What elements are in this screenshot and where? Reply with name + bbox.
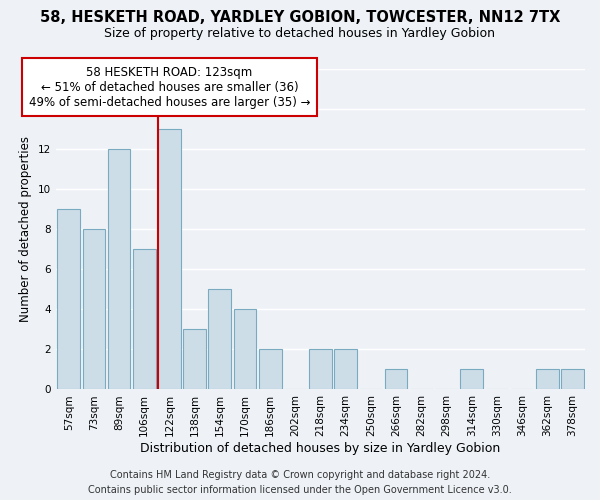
- Bar: [259, 350, 281, 390]
- X-axis label: Distribution of detached houses by size in Yardley Gobion: Distribution of detached houses by size …: [140, 442, 500, 455]
- Bar: [536, 370, 559, 390]
- Bar: [233, 310, 256, 390]
- Bar: [58, 209, 80, 390]
- Bar: [208, 290, 231, 390]
- Text: Size of property relative to detached houses in Yardley Gobion: Size of property relative to detached ho…: [104, 28, 496, 40]
- Bar: [561, 370, 584, 390]
- Bar: [309, 350, 332, 390]
- Text: 58 HESKETH ROAD: 123sqm
← 51% of detached houses are smaller (36)
49% of semi-de: 58 HESKETH ROAD: 123sqm ← 51% of detache…: [29, 66, 310, 108]
- Text: Contains HM Land Registry data © Crown copyright and database right 2024.
Contai: Contains HM Land Registry data © Crown c…: [88, 470, 512, 495]
- Bar: [460, 370, 483, 390]
- Bar: [334, 350, 357, 390]
- Bar: [83, 229, 105, 390]
- Bar: [158, 129, 181, 390]
- Bar: [133, 250, 155, 390]
- Bar: [183, 330, 206, 390]
- Bar: [108, 149, 130, 390]
- Text: 58, HESKETH ROAD, YARDLEY GOBION, TOWCESTER, NN12 7TX: 58, HESKETH ROAD, YARDLEY GOBION, TOWCES…: [40, 10, 560, 25]
- Y-axis label: Number of detached properties: Number of detached properties: [19, 136, 32, 322]
- Bar: [385, 370, 407, 390]
